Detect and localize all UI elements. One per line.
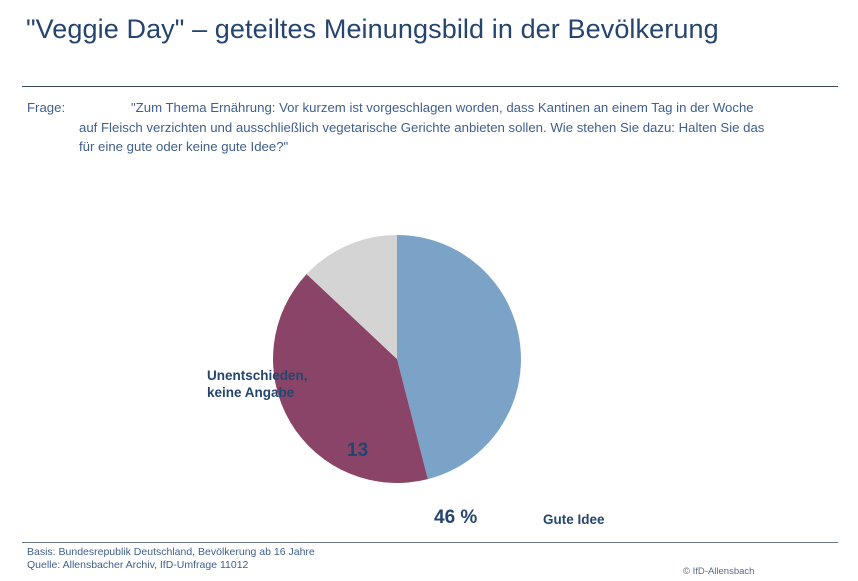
title-divider: [22, 86, 838, 87]
pie-value-unentschieden: 13: [347, 440, 369, 461]
page-title: "Veggie Day" – geteiltes Meinungsbild in…: [26, 14, 719, 44]
pie-slice-keine-gute-idee[interactable]: [273, 274, 428, 483]
source-note: Basis: Bundesrepublik Deutschland, Bevöl…: [27, 546, 315, 571]
question-label: Frage:: [27, 100, 66, 115]
survey-question: Frage: "Zum Thema Ernährung: Vor kurzem …: [27, 98, 767, 157]
pie-value-keine-gute-idee: 41: [324, 548, 346, 569]
pie-svg: [273, 235, 521, 483]
pie-slice-unentschieden[interactable]: [306, 235, 397, 359]
question-text: "Zum Thema Ernährung: Vor kurzem ist vor…: [79, 100, 765, 154]
pie-label-gute-idee: Gute Idee: [543, 512, 605, 527]
pie-chart: 46 % 41 13 Gute Idee Keine gute Idee Une…: [0, 170, 858, 569]
pie-slices: [273, 235, 521, 483]
pie-label-unentschieden: Unentschieden, keine Angabe: [207, 368, 308, 400]
pie-value-gute-idee: 46 %: [434, 507, 478, 528]
pie-graphic: [272, 234, 522, 484]
footer-divider: [22, 542, 838, 543]
copyright-note: © IfD-Allensbach: [683, 566, 755, 577]
pie-slice-gute-idee[interactable]: [397, 235, 521, 480]
